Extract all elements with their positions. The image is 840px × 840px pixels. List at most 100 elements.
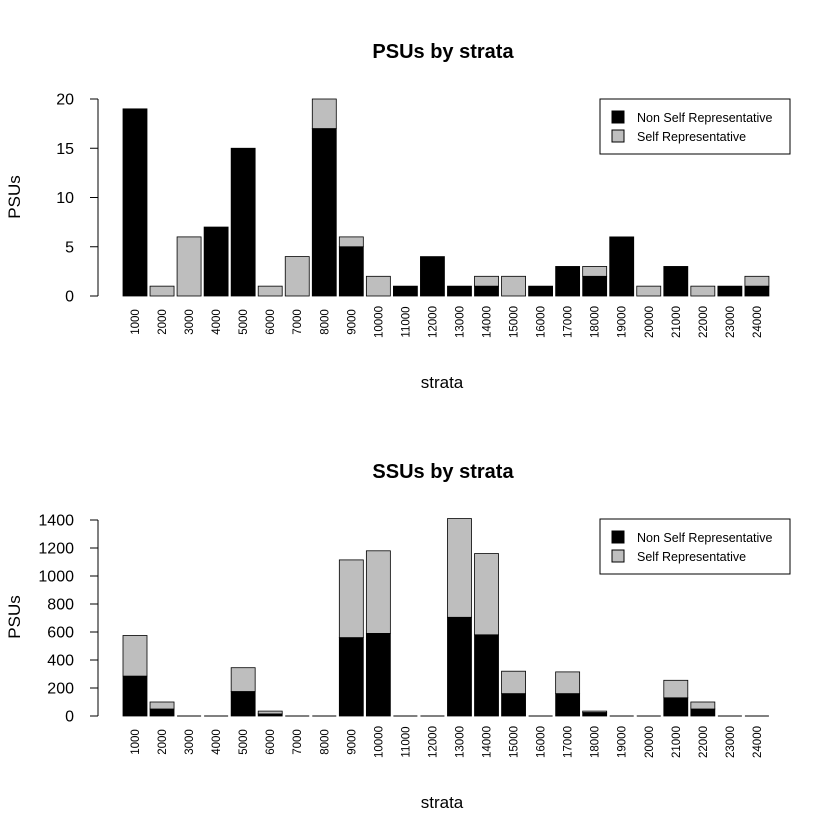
x-axis-label: strata xyxy=(421,793,464,812)
bar-segment-non-self xyxy=(501,693,526,717)
x-tick-label: 20000 xyxy=(644,306,656,338)
x-tick-label: 2000 xyxy=(157,729,169,755)
x-tick-label: 5000 xyxy=(238,729,250,755)
chart-title: SSUs by strata xyxy=(372,461,514,483)
bar-segment-non-self xyxy=(582,712,608,717)
bar-segment-non-self xyxy=(474,285,499,297)
x-tick-label: 24000 xyxy=(752,306,764,338)
x-tick-label: 3000 xyxy=(184,309,196,335)
x-tick-label: 12000 xyxy=(427,306,439,338)
bar-segment-self xyxy=(582,710,608,713)
x-tick-label: 1000 xyxy=(130,309,142,335)
legend-label-self: Self Representative xyxy=(637,130,746,144)
bar-segment-non-self xyxy=(122,108,148,297)
psus-by-strata-panel: PSUs by strata strata PSUs 0 5 10 15 20 1000… xyxy=(5,41,791,392)
y-tick-label: 600 xyxy=(47,625,74,642)
legend: Non Self Representative Self Representat… xyxy=(599,518,791,575)
y-tick-label: 0 xyxy=(65,289,74,306)
bar-segment-self xyxy=(365,550,391,634)
bar-segment-self xyxy=(582,266,608,277)
bar-segment-non-self xyxy=(338,246,364,297)
x-tick-label: 21000 xyxy=(671,306,683,338)
x-tick-label: 5000 xyxy=(238,309,250,335)
x-axis-label: strata xyxy=(421,373,464,392)
bar-segment-self xyxy=(501,670,526,695)
bar-segment-non-self xyxy=(420,256,445,297)
x-tick-label: 6000 xyxy=(265,729,277,755)
y-axis-label: PSUs xyxy=(5,595,24,638)
legend-swatch-non-self xyxy=(611,110,625,124)
bar-segment-self xyxy=(474,553,499,636)
bar-segment-self xyxy=(690,285,716,297)
x-tick-label: 10000 xyxy=(373,306,385,338)
x-tick-label: 13000 xyxy=(454,306,466,338)
legend-label-non-self: Non Self Representative xyxy=(637,531,773,545)
x-tick-label: 1000 xyxy=(130,729,142,755)
legend: Non Self Representative Self Representat… xyxy=(599,98,791,155)
x-tick-label: 20000 xyxy=(644,726,656,758)
bar-segment-non-self xyxy=(609,236,635,297)
legend-box xyxy=(599,98,791,155)
bar-segment-self xyxy=(690,701,716,710)
chart-title: PSUs by strata xyxy=(372,41,514,63)
x-tick-label: 14000 xyxy=(482,726,494,758)
bar-segment-self xyxy=(257,710,283,715)
ssus-by-strata-panel: SSUs by strata strata PSUs 0 200 400 600 800… xyxy=(5,461,791,812)
y-tick-label: 1200 xyxy=(38,541,74,558)
x-tick-label: 7000 xyxy=(292,309,304,335)
bar-segment-non-self xyxy=(122,675,148,717)
bar-segment-self xyxy=(338,559,364,639)
y-tick-label: 15 xyxy=(56,141,74,158)
y-tick-label: 800 xyxy=(47,597,74,614)
bar-segment-self xyxy=(474,275,499,287)
x-tick-label: 19000 xyxy=(617,306,629,338)
x-tick-labels: 1000 2000 3000 4000 5000 6000 7000 8000 9000 1000… xyxy=(130,726,764,758)
x-tick-label: 23000 xyxy=(725,726,737,758)
x-tick-label: 19000 xyxy=(617,726,629,758)
bar-segment-non-self xyxy=(663,697,689,717)
bar-segment-self xyxy=(744,275,770,287)
bar-segment-self xyxy=(311,98,337,129)
bar-segment-non-self xyxy=(744,285,770,297)
bars-group xyxy=(122,518,769,717)
bar-segment-non-self xyxy=(149,708,175,717)
y-tick-label: 10 xyxy=(56,190,74,207)
bar-segment-non-self xyxy=(230,691,256,717)
bar-segment-self xyxy=(149,285,175,297)
bar-segment-non-self xyxy=(447,616,472,717)
legend-swatch-self xyxy=(611,129,625,143)
bar-segment-non-self xyxy=(582,275,608,297)
legend-swatch-self xyxy=(611,549,625,563)
x-tick-label: 22000 xyxy=(698,306,710,338)
x-tick-label: 8000 xyxy=(319,729,331,755)
bar-segment-non-self xyxy=(230,147,256,297)
bar-segment-non-self xyxy=(365,633,391,717)
x-tick-label: 14000 xyxy=(482,306,494,338)
y-tick-label: 5 xyxy=(65,239,74,256)
x-tick-label: 22000 xyxy=(698,726,710,758)
bar-segment-self xyxy=(636,285,662,297)
bar-segment-non-self xyxy=(392,285,418,297)
y-tick-label: 400 xyxy=(47,653,74,670)
y-tick-label: 200 xyxy=(47,681,74,698)
x-tick-label: 18000 xyxy=(590,306,602,338)
bar-segment-non-self xyxy=(311,128,337,297)
x-tick-labels: 1000 2000 3000 4000 5000 6000 7000 8000 9000 1000… xyxy=(130,306,764,338)
x-tick-label: 9000 xyxy=(346,729,358,755)
x-tick-label: 11000 xyxy=(400,306,412,337)
y-tick-label: 1000 xyxy=(38,569,74,586)
legend-swatch-non-self xyxy=(611,530,625,544)
bar-segment-self xyxy=(338,236,364,248)
bar-segment-non-self xyxy=(203,226,229,297)
x-tick-label: 15000 xyxy=(509,306,521,338)
y-axis: 0 5 10 15 20 xyxy=(56,92,99,306)
bar-segment-self xyxy=(257,285,283,297)
x-tick-label: 24000 xyxy=(752,726,764,758)
x-tick-label: 4000 xyxy=(211,729,223,755)
legend-box xyxy=(599,518,791,575)
x-tick-label: 23000 xyxy=(725,306,737,338)
y-tick-label: 20 xyxy=(56,92,74,109)
x-tick-label: 6000 xyxy=(265,309,277,335)
bar-segment-self xyxy=(284,256,310,297)
